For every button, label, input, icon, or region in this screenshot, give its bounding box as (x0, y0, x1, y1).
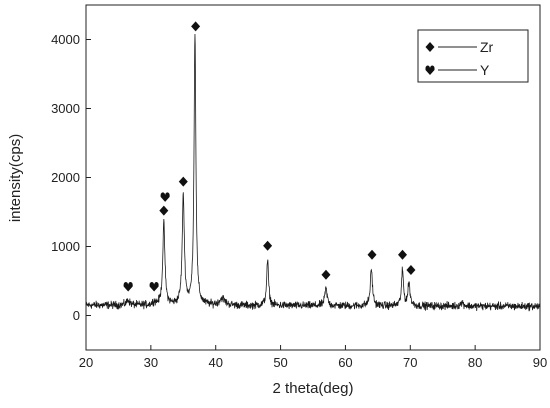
x-tick-label: 20 (79, 355, 93, 370)
zr-peak-marker (191, 21, 201, 32)
zr-peak-marker (406, 264, 416, 275)
zr-peak-marker (178, 176, 188, 187)
zr-peak-marker (398, 249, 408, 260)
x-tick-label: 40 (208, 355, 222, 370)
spectrum-line (85, 34, 541, 312)
x-tick-label: 70 (403, 355, 417, 370)
y-peak-marker (160, 192, 170, 202)
x-axis-title: 2 theta(deg) (273, 380, 354, 397)
legend: Zr Y (417, 29, 529, 83)
y-peak-marker (149, 282, 159, 292)
y-tick-label: 1000 (51, 239, 80, 254)
zr-peak-marker (263, 240, 273, 251)
legend-marker-y (425, 65, 435, 75)
y-axis-title: intensity(cps) (7, 134, 24, 222)
x-tick-label: 50 (273, 355, 287, 370)
legend-label-zr: Zr (480, 39, 494, 55)
legend-box (417, 29, 529, 83)
x-axis-ticks: 20 30 40 50 60 70 80 90 (79, 345, 547, 370)
x-tick-label: 80 (468, 355, 482, 370)
peak-markers (123, 21, 416, 292)
zr-peak-marker (159, 205, 169, 216)
zr-peak-marker (321, 269, 331, 280)
y-tick-label: 2000 (51, 170, 80, 185)
y-tick-label: 4000 (51, 32, 80, 47)
legend-label-y: Y (480, 62, 490, 78)
x-tick-label: 60 (338, 355, 352, 370)
y-tick-label: 3000 (51, 101, 80, 116)
zr-peak-marker (367, 249, 377, 260)
x-tick-label: 90 (533, 355, 547, 370)
y-axis-ticks: 0 1000 2000 3000 4000 (51, 32, 91, 323)
y-peak-marker (123, 282, 133, 292)
y-tick-label: 0 (73, 308, 80, 323)
legend-marker-zr (425, 42, 435, 52)
x-tick-label: 30 (144, 355, 158, 370)
